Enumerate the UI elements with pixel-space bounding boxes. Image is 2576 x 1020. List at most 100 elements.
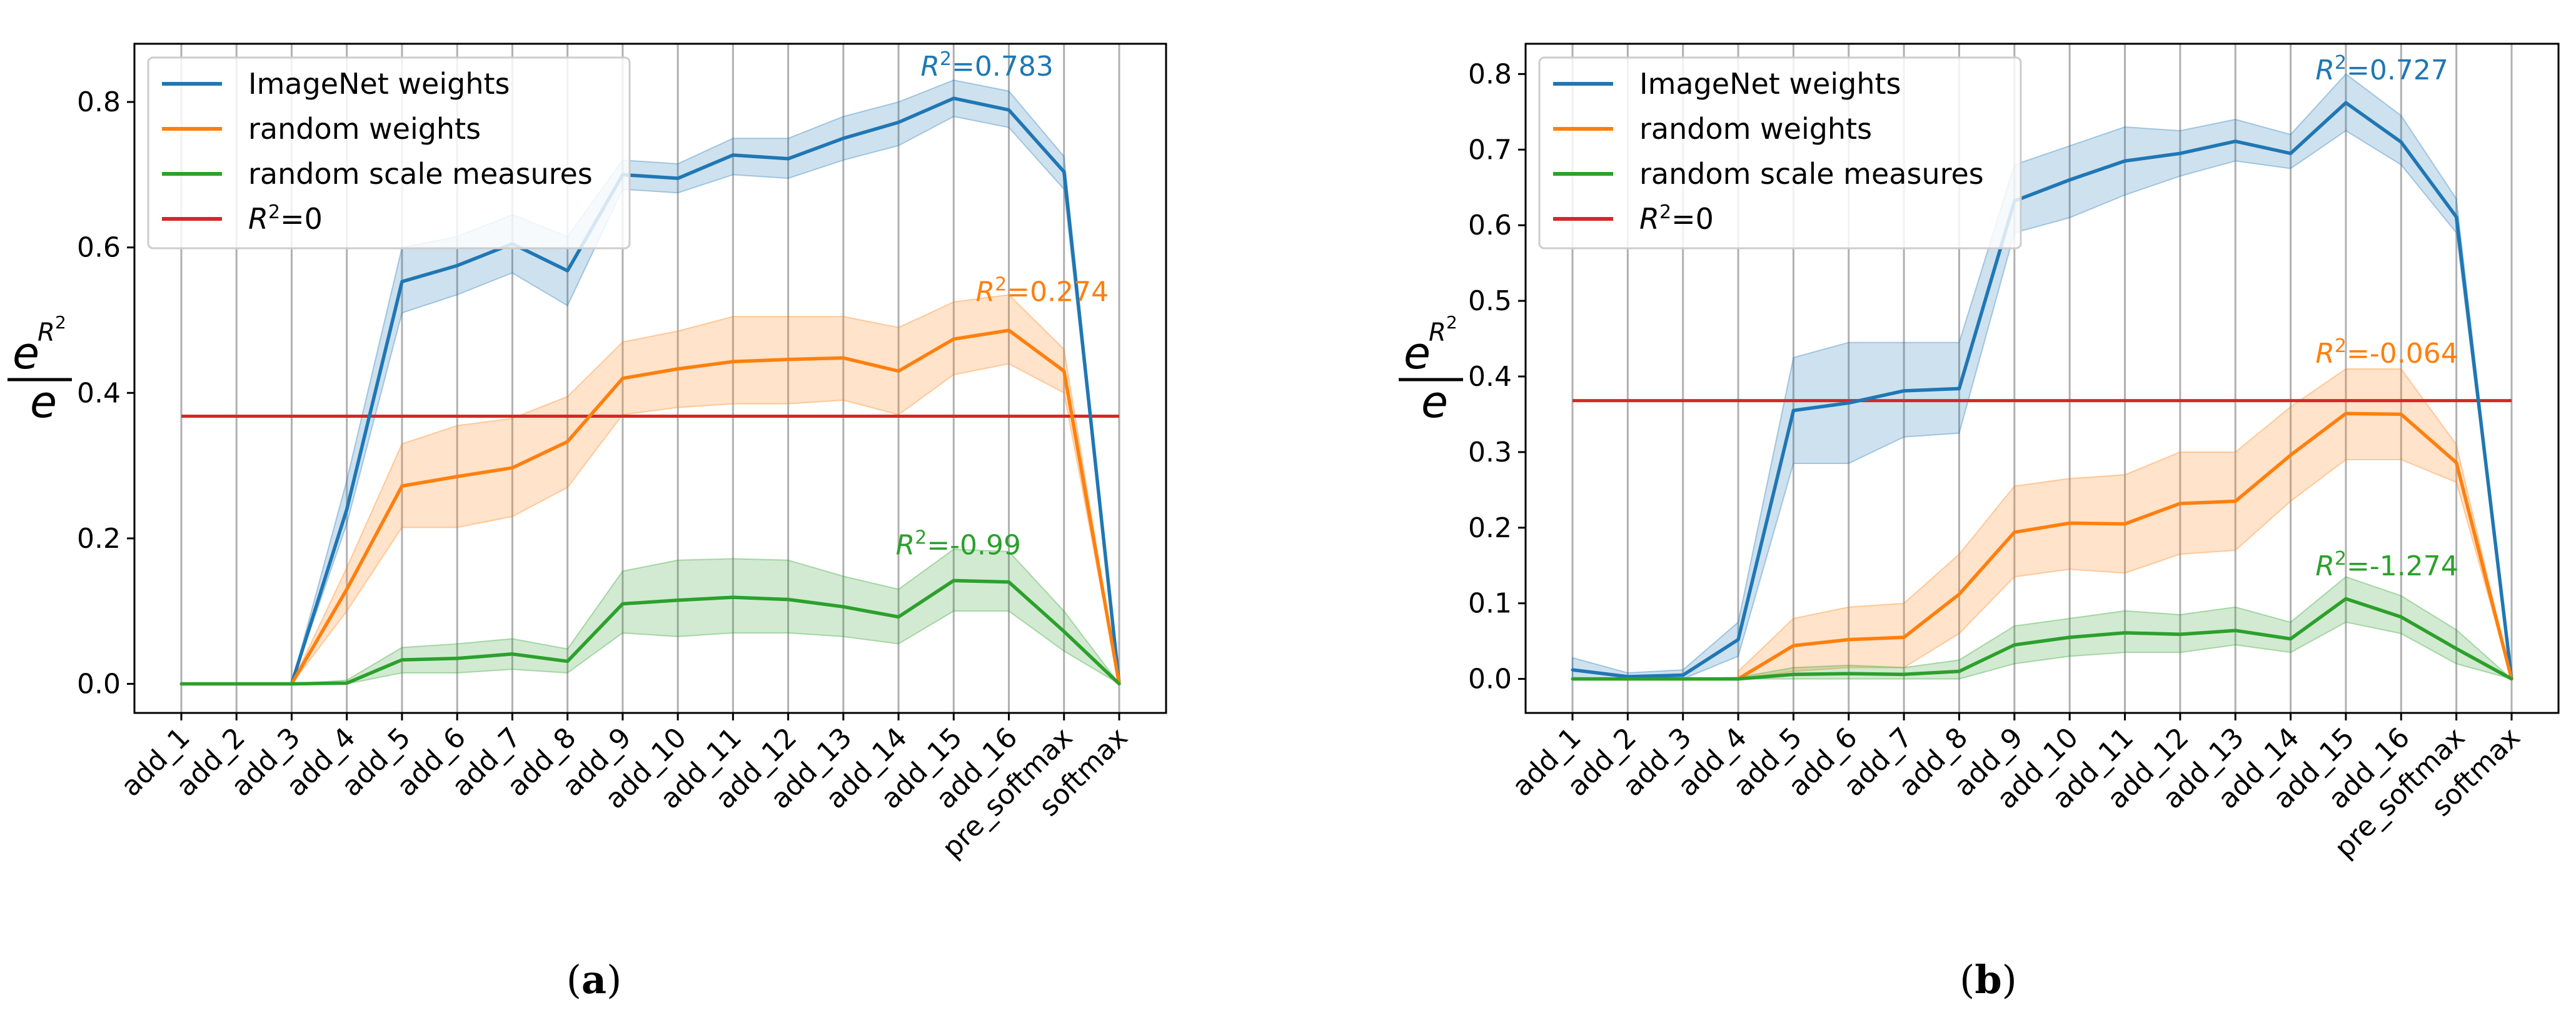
- point-random-weights-add_14: [2289, 453, 2293, 457]
- ytick-label: 0.2: [1468, 512, 1512, 544]
- point-random-weights-add_7: [510, 466, 514, 470]
- ytick-label: 0.5: [1468, 285, 1512, 317]
- point-random-weights-add_6: [455, 475, 459, 478]
- point-imagenet-weights-add_7: [1902, 389, 1906, 393]
- legend-label: random scale measures: [248, 157, 593, 191]
- point-imagenet-weights-add_5: [400, 280, 404, 283]
- point-random-scale-measures-add_9: [2013, 643, 2016, 647]
- panel-caption: (a): [566, 957, 622, 1002]
- ylabel-exponent-sq: 2: [1446, 312, 1457, 333]
- point-random-scale-measures-add_9: [621, 602, 625, 606]
- ytick-label: 0.3: [1468, 437, 1512, 468]
- point-random-scale-measures-add_15: [2344, 597, 2348, 600]
- point-random-scale-measures-add_14: [897, 615, 900, 619]
- point-random-weights-add_4: [345, 587, 349, 591]
- ylabel-numerator: e: [1404, 328, 1431, 379]
- point-random-weights-add_11: [731, 360, 735, 363]
- point-random-scale-measures-add_8: [1957, 670, 1961, 674]
- legend-label: ImageNet weights: [1639, 67, 1901, 101]
- point-random-weights-add_16: [1007, 328, 1011, 332]
- point-imagenet-weights-add_1: [1571, 668, 1574, 672]
- ytick-label: 0.0: [1468, 664, 1512, 695]
- point-random-scale-measures-add_5: [1791, 672, 1795, 676]
- annotation-random-weights: R2=-0.064: [2315, 335, 2458, 370]
- line-random-scale-measures: [181, 578, 1120, 686]
- point-random-weights-add_14: [897, 369, 900, 373]
- point-random-scale-measures-pre_softmax: [2455, 647, 2458, 650]
- point-random-scale-measures-add_15: [952, 578, 955, 582]
- point-imagenet-weights-add_14: [897, 121, 900, 124]
- point-random-scale-measures-add_13: [2233, 629, 2237, 632]
- point-imagenet-weights-add_8: [1957, 386, 1961, 390]
- point-random-weights-pre_softmax: [2455, 461, 2458, 465]
- point-random-weights-add_5: [1791, 644, 1795, 647]
- point-imagenet-weights-add_3: [1681, 674, 1685, 677]
- point-random-scale-measures-add_4: [345, 681, 349, 685]
- point-imagenet-weights-add_13: [2233, 139, 2237, 143]
- point-random-weights-add_15: [952, 337, 955, 341]
- legend-label: R2=0: [1639, 201, 1714, 236]
- point-random-scale-measures-add_10: [676, 598, 680, 602]
- point-random-scale-measures-add_8: [566, 659, 570, 663]
- point-imagenet-weights-pre_softmax: [1062, 170, 1066, 174]
- annotation-imagenet-weights: R2=0.727: [2315, 51, 2448, 86]
- point-random-scale-measures-add_10: [2068, 635, 2071, 639]
- point-random-weights-add_7: [1902, 635, 1906, 639]
- point-random-scale-measures-add_13: [842, 605, 845, 608]
- point-imagenet-weights-add_8: [566, 269, 570, 273]
- point-random-weights-add_15: [2344, 412, 2348, 415]
- point-imagenet-weights-add_11: [731, 153, 735, 157]
- ytick-label: 0.4: [77, 377, 121, 409]
- ylabel-exponent-sq: 2: [55, 312, 66, 333]
- point-random-scale-measures-add_12: [2178, 632, 2182, 636]
- point-random-weights-add_10: [2068, 522, 2071, 525]
- line-random-weights: [290, 328, 1121, 685]
- point-imagenet-weights-add_13: [842, 136, 845, 140]
- point-random-scale-measures-add_3: [289, 682, 293, 685]
- axes-frame: [1524, 43, 2560, 714]
- ylabel-numerator: e: [13, 328, 39, 379]
- point-random-weights-add_6: [1847, 638, 1851, 642]
- point-imagenet-weights-add_11: [2123, 159, 2127, 163]
- point-random-weights-add_5: [400, 484, 404, 488]
- point-imagenet-weights-add_10: [2068, 178, 2071, 182]
- point-random-weights-add_11: [2123, 522, 2127, 526]
- ytick-label: 0.6: [1468, 210, 1512, 241]
- point-random-weights-add_13: [2233, 499, 2237, 503]
- point-random-scale-measures-add_1: [1571, 677, 1574, 681]
- ylabel: eR 2e: [8, 312, 72, 428]
- point-random-scale-measures-softmax: [1117, 682, 1121, 685]
- point-random-scale-measures-add_16: [1007, 580, 1011, 584]
- point-random-scale-measures-softmax: [2510, 677, 2513, 681]
- point-random-weights-add_8: [1957, 592, 1961, 596]
- legend: ImageNet weights random weights random sca…: [1538, 56, 2022, 250]
- point-random-scale-measures-add_6: [455, 657, 459, 660]
- legend-label: random weights: [1639, 112, 1872, 146]
- annotation-imagenet-weights: R2=0.783: [920, 48, 1054, 83]
- point-imagenet-weights-add_15: [2344, 101, 2348, 104]
- point-random-weights-add_9: [2013, 530, 2016, 534]
- point-random-scale-measures-add_16: [2399, 615, 2403, 619]
- legend-box: [1538, 56, 2022, 250]
- point-random-weights-pre_softmax: [1062, 369, 1066, 373]
- legend-label: random weights: [248, 112, 481, 146]
- panel-caption: (b): [1960, 957, 2017, 1002]
- ylabel-exponent: R: [38, 318, 55, 347]
- point-imagenet-weights-add_5: [1791, 408, 1795, 412]
- ylabel: eR 2e: [1399, 312, 1463, 428]
- point-random-weights-add_12: [2178, 502, 2182, 505]
- point-imagenet-weights-add_12: [2178, 151, 2182, 155]
- ytick-label: 0.7: [1468, 134, 1512, 166]
- point-random-scale-measures-add_2: [234, 682, 238, 685]
- point-random-weights-add_16: [2399, 412, 2403, 416]
- legend-label: ImageNet weights: [248, 67, 510, 101]
- legend-label: random scale measures: [1639, 157, 1984, 191]
- point-imagenet-weights-add_16: [2399, 140, 2403, 144]
- point-random-weights-add_12: [787, 358, 790, 361]
- ylabel-denominator: e: [30, 376, 57, 428]
- point-random-scale-measures-add_6: [1847, 672, 1851, 675]
- ylabel-exponent: R: [1429, 318, 1446, 347]
- point-random-weights-add_9: [621, 376, 625, 380]
